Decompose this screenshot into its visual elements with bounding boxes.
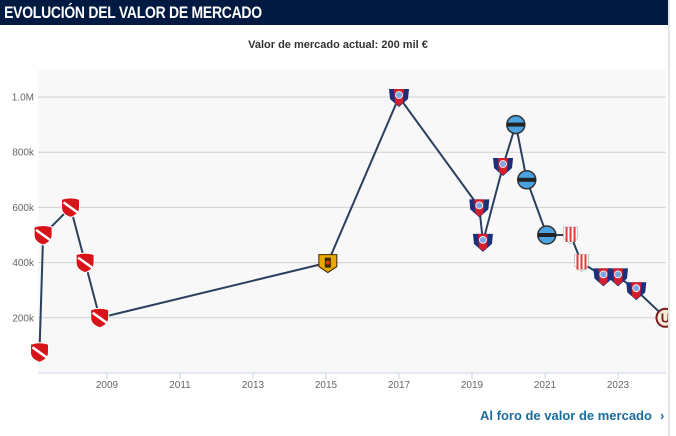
crest-ball	[479, 235, 487, 244]
crest-shape	[655, 307, 668, 328]
section-header: EVOLUCIÓN DEL VALOR DE MERCADO	[0, 0, 668, 25]
data-point[interactable]	[608, 268, 628, 287]
data-point[interactable]	[472, 233, 493, 252]
y-tick-label: 600k	[12, 203, 35, 214]
crest-ball	[599, 270, 608, 279]
club-crest-blue-red-shield-icon	[469, 199, 490, 218]
crest-stripe	[584, 254, 587, 270]
club-crest-striped-icon	[574, 254, 589, 273]
crest-ball	[632, 284, 641, 293]
crest-band	[517, 177, 536, 182]
data-point[interactable]	[563, 226, 578, 245]
market-value-forum-link[interactable]: Al foro de valor de mercado ›	[480, 408, 664, 423]
crest-stripe	[565, 227, 568, 242]
crest-ball	[614, 270, 622, 279]
x-tick-label: 2021	[534, 380, 557, 391]
club-crest-red-icon	[33, 225, 53, 246]
data-point[interactable]	[389, 89, 409, 107]
data-point[interactable]	[469, 199, 490, 218]
club-crest-blue-circle-icon	[537, 225, 557, 245]
y-tick-label: 800k	[12, 148, 35, 159]
club-crest-blue-red-shield-icon	[389, 89, 409, 107]
crest-band	[62, 201, 79, 214]
data-point[interactable]	[75, 252, 95, 274]
data-point[interactable]	[33, 225, 53, 246]
crest-stripe	[576, 254, 579, 270]
club-crest-red-icon	[29, 342, 49, 363]
data-point[interactable]	[593, 268, 614, 287]
y-tick-label: 200k	[12, 313, 35, 324]
market-value-chart: 200k 400k 600k 800k 1.0M 2009 2011 2013 2015 2017…	[11, 70, 668, 391]
data-point[interactable]	[517, 170, 537, 190]
x-tick-label: 2017	[388, 380, 411, 391]
crest-ball	[475, 201, 484, 210]
crest-stripe	[569, 227, 572, 242]
plot-area	[38, 70, 666, 373]
data-point[interactable]	[61, 197, 80, 218]
crest-band	[91, 311, 108, 324]
x-tick-label: 2015	[315, 380, 338, 391]
data-point[interactable]	[493, 158, 514, 176]
section-title: EVOLUCIÓN DEL VALOR DE MERCADO	[4, 3, 262, 22]
x-tick-label: 2011	[169, 380, 191, 391]
x-tick-label: 2023	[607, 380, 630, 391]
crest-band	[35, 228, 51, 242]
y-tick-label: 1.0M	[12, 93, 34, 104]
data-point[interactable]	[626, 282, 647, 301]
club-crest-blue-red-shield-icon	[472, 233, 493, 252]
club-crest-blue-red-shield-icon	[626, 282, 647, 301]
crest-letter: U	[661, 310, 668, 325]
data-point[interactable]	[90, 307, 110, 329]
club-crest-yellow-eagle-icon	[318, 254, 338, 274]
club-crest-red-icon	[61, 197, 80, 218]
club-crest-striped-icon	[563, 226, 578, 245]
crest-band	[506, 122, 525, 127]
club-crest-u-icon: U	[655, 307, 668, 328]
data-point[interactable]	[29, 342, 49, 363]
crest-band	[31, 346, 48, 359]
current-market-value: Valor de mercado actual: 200 mil €	[248, 39, 428, 51]
crest-stripe	[573, 227, 576, 242]
x-tick-label: 2019	[461, 380, 484, 391]
club-crest-blue-red-shield-icon	[593, 268, 614, 287]
x-tick-label: 2013	[242, 380, 265, 391]
divider	[668, 0, 670, 436]
club-crest-blue-red-shield-icon	[608, 268, 628, 287]
data-point[interactable]	[318, 254, 338, 274]
crest-stripe	[580, 254, 583, 270]
crest-ball	[499, 160, 507, 168]
chevron-right-icon: ›	[659, 408, 665, 423]
club-crest-blue-circle-icon	[517, 170, 537, 190]
crest-ball	[395, 91, 403, 99]
data-point[interactable]	[506, 114, 526, 135]
club-crest-blue-red-shield-icon	[493, 158, 514, 176]
x-tick-label: 2009	[96, 380, 119, 391]
club-crest-blue-circle-icon	[506, 114, 526, 135]
y-tick-label: 400k	[12, 258, 35, 269]
club-crest-red-icon	[75, 252, 95, 274]
link-label: Al foro de valor de mercado	[480, 408, 652, 423]
data-point[interactable]	[574, 254, 589, 273]
crest-band	[77, 256, 93, 269]
club-crest-red-icon	[90, 307, 110, 329]
crest-dot	[325, 260, 330, 265]
crest-band	[537, 233, 556, 237]
data-point[interactable]: U	[655, 307, 668, 328]
data-point[interactable]	[537, 225, 557, 245]
